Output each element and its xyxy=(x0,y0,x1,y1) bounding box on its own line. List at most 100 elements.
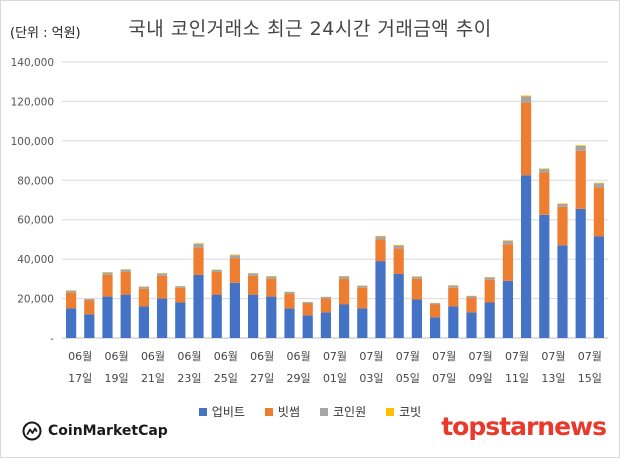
bar-segment xyxy=(266,276,277,279)
bar-segment xyxy=(502,240,513,245)
bar-segment xyxy=(502,244,513,281)
bar-segment xyxy=(320,298,331,313)
x-tick-label-day: 21일 xyxy=(141,371,165,385)
y-tick-label: 100,000 xyxy=(11,136,54,148)
bar-segment xyxy=(66,292,77,309)
bar-segment xyxy=(339,278,350,305)
x-tick-label-day: 07일 xyxy=(432,371,456,385)
bar-segment xyxy=(357,287,368,309)
bar-segment xyxy=(521,102,532,176)
coinmarketcap-logo: CoinMarketCap xyxy=(22,421,168,441)
bar-segment xyxy=(593,182,604,184)
bar-segment xyxy=(539,172,550,215)
bar-segment xyxy=(120,269,131,272)
bar-segment xyxy=(175,302,186,338)
bar-segment xyxy=(448,306,459,338)
bar-segment xyxy=(157,273,168,276)
legend-item: 업비트 xyxy=(198,403,245,420)
unit-label: (단위 : 억원) xyxy=(10,26,81,41)
y-tick-label: 120,000 xyxy=(11,96,54,108)
bar-segment xyxy=(320,312,331,338)
legend-label: 코빗 xyxy=(399,405,422,419)
bar-segment xyxy=(248,294,259,338)
bar-segment xyxy=(302,303,313,316)
x-tick-label-day: 17일 xyxy=(68,371,92,385)
bar-segment xyxy=(430,304,441,318)
coinmarketcap-icon xyxy=(22,421,42,441)
bar-segment xyxy=(484,277,495,280)
x-tick-label-day: 29일 xyxy=(287,371,311,385)
x-tick-label-month: 07월 xyxy=(505,350,529,363)
bar-segment xyxy=(557,203,568,204)
x-tick-label-day: 25일 xyxy=(214,371,238,385)
bar-segment xyxy=(502,280,513,338)
bar-segment xyxy=(484,302,495,338)
bar-segment xyxy=(193,274,204,338)
bar-segment xyxy=(102,272,113,275)
x-tick-label-month: 07월 xyxy=(469,350,493,363)
bar-segment xyxy=(157,298,168,338)
x-tick-label-day: 03일 xyxy=(359,371,383,385)
bar-segment xyxy=(430,303,441,305)
bar-segment xyxy=(411,278,422,300)
bar-segment xyxy=(502,240,513,241)
bar-segment xyxy=(138,288,149,307)
bar-segment xyxy=(411,299,422,338)
bar-segment xyxy=(84,314,95,338)
bar-segment xyxy=(193,247,204,275)
x-tick-label-day: 15일 xyxy=(578,371,602,385)
bar-segment xyxy=(120,271,131,295)
x-tick-label-day: 05일 xyxy=(396,371,420,385)
bar-segment xyxy=(575,145,586,151)
bar-segment xyxy=(102,296,113,338)
x-tick-label-day: 27일 xyxy=(250,371,274,385)
x-tick-label-month: 07월 xyxy=(396,350,420,363)
chart-title: 국내 코인거래소 최근 24시간 거래금액 추이 xyxy=(128,18,492,40)
bar-segment xyxy=(84,298,95,301)
bar-segment xyxy=(521,95,532,97)
bar-segment xyxy=(357,285,368,288)
bar-segment xyxy=(575,145,586,146)
bar-segment xyxy=(193,243,204,248)
y-tick-label: 60,000 xyxy=(17,215,54,227)
bar-segment xyxy=(484,279,495,303)
bar-segment xyxy=(521,175,532,338)
bar-segment xyxy=(466,296,477,298)
bar-segment xyxy=(266,278,277,297)
topstarnews-logo: topstarnews xyxy=(441,412,607,441)
bar-segment xyxy=(593,187,604,237)
legend-item: 코인원 xyxy=(320,403,366,420)
x-tick-label-day: 13일 xyxy=(541,371,565,385)
bar-segment xyxy=(175,286,186,288)
legend-label: 코인원 xyxy=(333,405,367,419)
bar-segment xyxy=(466,312,477,338)
bar-segment xyxy=(211,271,222,295)
bar-segment xyxy=(138,286,149,289)
bar-segment xyxy=(120,294,131,338)
x-tick-label-month: 06월 xyxy=(250,350,274,363)
bar-segment xyxy=(284,291,295,294)
legend-label: 업비트 xyxy=(211,405,245,419)
bar-segment xyxy=(593,236,604,338)
bar-segment xyxy=(339,304,350,338)
bar-segment xyxy=(211,269,222,272)
x-tick-label-month: 07월 xyxy=(432,350,456,363)
bar-segment xyxy=(430,317,441,338)
coinmarketcap-wordmark: CoinMarketCap xyxy=(48,423,168,439)
x-tick-label-month: 07월 xyxy=(323,350,347,363)
bar-segment xyxy=(157,275,168,299)
bar-segment xyxy=(84,300,95,315)
bar-segment xyxy=(393,248,404,274)
bar-segment xyxy=(229,258,240,283)
bar-segment xyxy=(557,245,568,338)
y-tick-label: - xyxy=(50,333,54,345)
bar-segment xyxy=(284,293,295,309)
bar-segment xyxy=(466,297,477,313)
x-tick-label-month: 07월 xyxy=(578,350,602,363)
bar-segment xyxy=(302,315,313,338)
x-tick-label-day: 23일 xyxy=(177,371,201,385)
bar-segment xyxy=(248,273,259,276)
x-tick-label-month: 07월 xyxy=(359,350,383,363)
y-tick-label: 80,000 xyxy=(17,175,54,187)
bar-segment xyxy=(521,96,532,103)
